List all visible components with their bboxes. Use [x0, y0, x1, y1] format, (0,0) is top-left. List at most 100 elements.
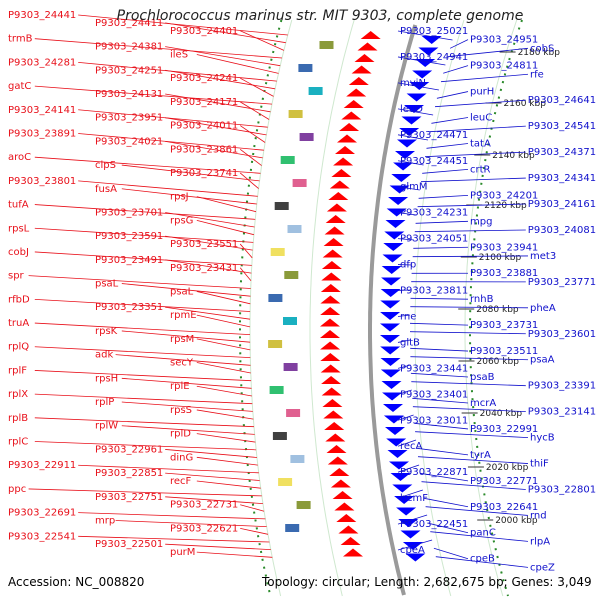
left-gene-label: P9303_23701 [95, 207, 163, 218]
reverse-gene-mark [393, 162, 414, 171]
right-gene-label: P9303_24341 [528, 173, 596, 184]
left-gene-label: rplX [8, 389, 28, 400]
forward-gene-mark [338, 525, 359, 534]
left-label-leader [196, 409, 254, 420]
right-label-leader [397, 160, 424, 166]
right-gene-label: P9303_24471 [400, 130, 468, 141]
right-label-leader [417, 203, 526, 208]
left-label-leader [78, 109, 268, 128]
reverse-gene-mark [401, 116, 422, 125]
reverse-gene-mark [386, 438, 407, 447]
right-gene-label: P9303_24161 [528, 199, 596, 210]
reverse-gene-mark [380, 312, 401, 320]
reverse-gene-mark [387, 450, 408, 458]
left-gene-label: purM [170, 547, 195, 558]
right-gene-label: cpeZ [530, 562, 555, 573]
right-gene-label: P9303_24541 [528, 121, 596, 132]
left-gene-label: P9303_24251 [95, 65, 163, 76]
left-gene-label: P9303_23801 [8, 176, 76, 187]
left-gene-label: rpsG [170, 215, 193, 226]
left-label-leader [196, 196, 257, 213]
left-label-leader [196, 480, 261, 489]
reverse-gene-mark [390, 473, 411, 481]
left-label-leader [240, 77, 274, 97]
left-label-leader [28, 275, 251, 289]
left-label-leader [165, 212, 255, 228]
left-label-leader [78, 14, 288, 36]
right-label-leader [422, 169, 469, 174]
left-label-leader [78, 133, 264, 151]
right-gene-label: rnd [530, 510, 547, 521]
left-gene-label: P9303_23951 [95, 113, 163, 124]
reverse-gene-mark [381, 266, 402, 274]
right-gene-label: P9303_24951 [470, 35, 538, 46]
left-gene-label: secY [170, 358, 194, 369]
right-label-leader [397, 489, 423, 499]
left-label-leader [240, 504, 265, 512]
left-label-leader [121, 401, 253, 412]
left-gene-label: rfbD [8, 294, 30, 305]
right-gene-label: met3 [530, 251, 556, 262]
reverse-gene-mark [421, 36, 442, 44]
feature-block [268, 340, 283, 348]
left-gene-label: P9303_24131 [95, 89, 163, 100]
right-label-leader [430, 531, 529, 542]
right-gene-label: P9303_23771 [528, 277, 596, 288]
forward-gene-mark [348, 77, 369, 85]
forward-gene-mark [320, 341, 341, 350]
right-gene-label: rlpA [530, 536, 550, 547]
right-label-leader [397, 414, 414, 421]
right-label-leader [434, 99, 526, 108]
right-label-leader [410, 306, 529, 309]
right-label-leader [397, 82, 439, 91]
right-label-leader [397, 539, 433, 551]
right-label-leader [424, 151, 526, 158]
left-gene-label: P9303_23741 [170, 168, 238, 179]
right-gene-label: P9303_22871 [400, 467, 468, 478]
feature-block [287, 225, 302, 233]
forward-gene-mark [341, 111, 362, 120]
reverse-gene-mark [389, 461, 409, 470]
tick-label: 2080 kbp [476, 305, 519, 315]
left-label-leader [239, 125, 266, 143]
left-label-leader [196, 551, 273, 558]
left-gene-label: rplC [8, 437, 28, 448]
left-gene-label: rpsH [95, 373, 118, 384]
left-gene-label: rpmE [170, 310, 197, 321]
reverse-gene-mark [380, 369, 401, 378]
right-gene-label: P9303_23511 [470, 346, 538, 357]
forward-gene-mark [327, 456, 348, 465]
left-label-leader [34, 38, 283, 59]
middle-slot-ring [309, 19, 355, 597]
reverse-gene-mark [386, 208, 407, 217]
right-gene-label: rne [400, 311, 416, 322]
reverse-gene-mark [398, 519, 419, 527]
forward-gene-mark [320, 284, 341, 292]
reverse-gene-mark [404, 105, 424, 113]
right-gene-label: P9303_23441 [400, 363, 468, 374]
right-gene-label: P9303_24231 [400, 208, 468, 219]
right-label-leader [421, 481, 526, 490]
reverse-gene-mark [380, 335, 400, 343]
right-gene-label: P9303_24201 [470, 190, 538, 201]
left-label-leader [34, 227, 254, 243]
left-gene-label: fusA [95, 184, 117, 195]
left-label-leader [165, 449, 258, 458]
right-label-leader [414, 229, 526, 233]
right-label-leader [436, 91, 469, 99]
feature-block [308, 87, 323, 95]
left-gene-label: P9303_23591 [95, 231, 163, 242]
left-label-leader [165, 22, 286, 44]
tick-label: 2180 kbp [518, 48, 561, 58]
tick-label: 2100 kbp [479, 253, 522, 263]
inner-slot-ring [414, 19, 465, 597]
forward-gene-mark [339, 123, 360, 131]
forward-gene-mark [322, 399, 343, 407]
left-gene-label: cobJ [8, 247, 29, 258]
right-gene-label: rfe [530, 69, 544, 80]
left-label-leader [34, 322, 251, 335]
right-gene-label: P9303_24081 [528, 225, 596, 236]
left-label-leader [28, 488, 262, 497]
right-label-leader [431, 117, 469, 124]
